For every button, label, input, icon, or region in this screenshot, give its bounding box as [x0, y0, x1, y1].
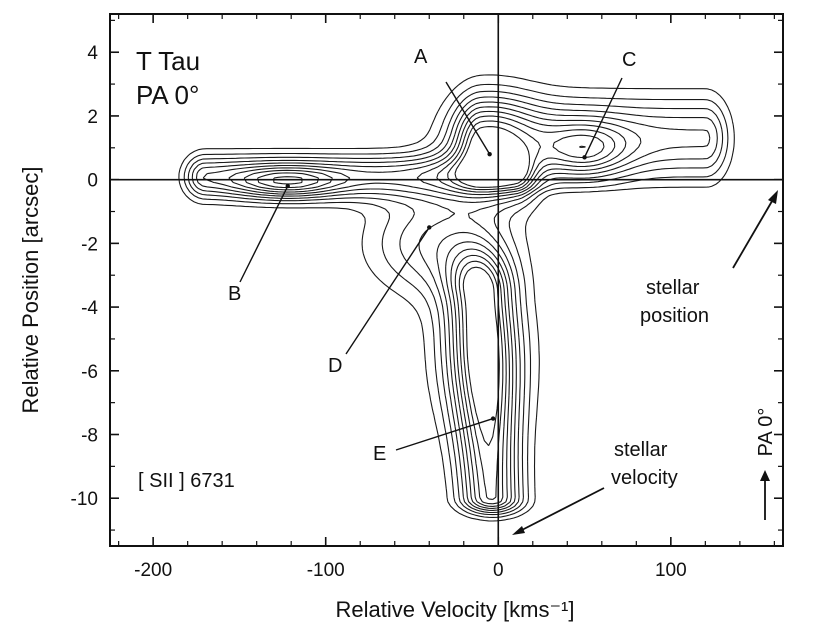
feature-leader-b	[239, 185, 289, 283]
y-tick-label: -4	[81, 298, 98, 319]
feature-point-a	[487, 151, 492, 157]
y-tick-label: -6	[81, 362, 98, 383]
stellar-position-label-2: position	[640, 305, 709, 327]
stellar-velocity-arrowhead	[512, 526, 525, 535]
pa-arrow-label: PA 0°	[755, 408, 777, 457]
object-label: T Tau	[136, 46, 200, 76]
stellar-velocity-label-2: velocity	[611, 467, 678, 489]
stellar-position-arrow	[732, 195, 776, 269]
contour-level	[257, 120, 605, 500]
feature-point-d	[427, 225, 432, 230]
y-tick-label: -10	[71, 489, 98, 510]
contour-level	[187, 90, 724, 516]
feature-label-c: C	[622, 49, 636, 71]
feature-leader-a	[445, 81, 491, 155]
x-tick-label: 100	[655, 560, 687, 581]
stellar-velocity-arrow	[517, 487, 605, 533]
pa-label: PA 0°	[136, 80, 199, 110]
pa-arrowhead	[760, 470, 770, 481]
contour-level	[178, 74, 735, 522]
contour-level	[228, 110, 627, 507]
plot-frame	[109, 13, 784, 547]
contour-level	[202, 106, 642, 509]
line-label: [ SII ] 6731	[138, 470, 235, 492]
contour-level	[183, 83, 729, 518]
feature-label-a: A	[414, 46, 428, 68]
y-tick-label: 2	[87, 107, 98, 128]
contour-level	[243, 115, 616, 505]
x-axis-title: Relative Velocity [kms⁻¹]	[335, 597, 574, 622]
contour-level	[195, 101, 711, 511]
y-tick-label: 4	[87, 43, 98, 64]
stellar-position-label-1: stellar	[646, 277, 700, 299]
feature-leader-d	[345, 227, 430, 355]
contour-level	[273, 126, 586, 447]
y-axis-title: Relative Position [arcsec]	[18, 167, 43, 414]
feature-label-d: D	[328, 355, 342, 377]
axis-ticks: -200 -100 0 100 4 2 0 -2 -4 -6 -8 -10	[71, 14, 783, 581]
y-tick-label: -8	[81, 426, 98, 447]
feature-leader-e	[395, 417, 494, 451]
feature-labels: A B C D E	[228, 46, 636, 465]
x-tick-label: -100	[307, 560, 345, 581]
feature-point-c	[582, 155, 587, 160]
feature-leader-c	[583, 77, 623, 158]
y-tick-label: 0	[87, 171, 98, 192]
feature-point-b	[285, 183, 290, 189]
feature-point-e	[490, 416, 496, 421]
stellar-velocity-label-1: stellar	[614, 439, 668, 461]
x-tick-label: -200	[134, 560, 172, 581]
stellar-position-arrowhead	[768, 190, 778, 204]
x-tick-label: 0	[493, 560, 504, 581]
feature-label-e: E	[373, 443, 386, 465]
contour-level	[191, 96, 718, 514]
feature-label-b: B	[228, 283, 241, 305]
y-tick-label: -2	[81, 234, 98, 255]
contour-lines	[178, 74, 735, 522]
